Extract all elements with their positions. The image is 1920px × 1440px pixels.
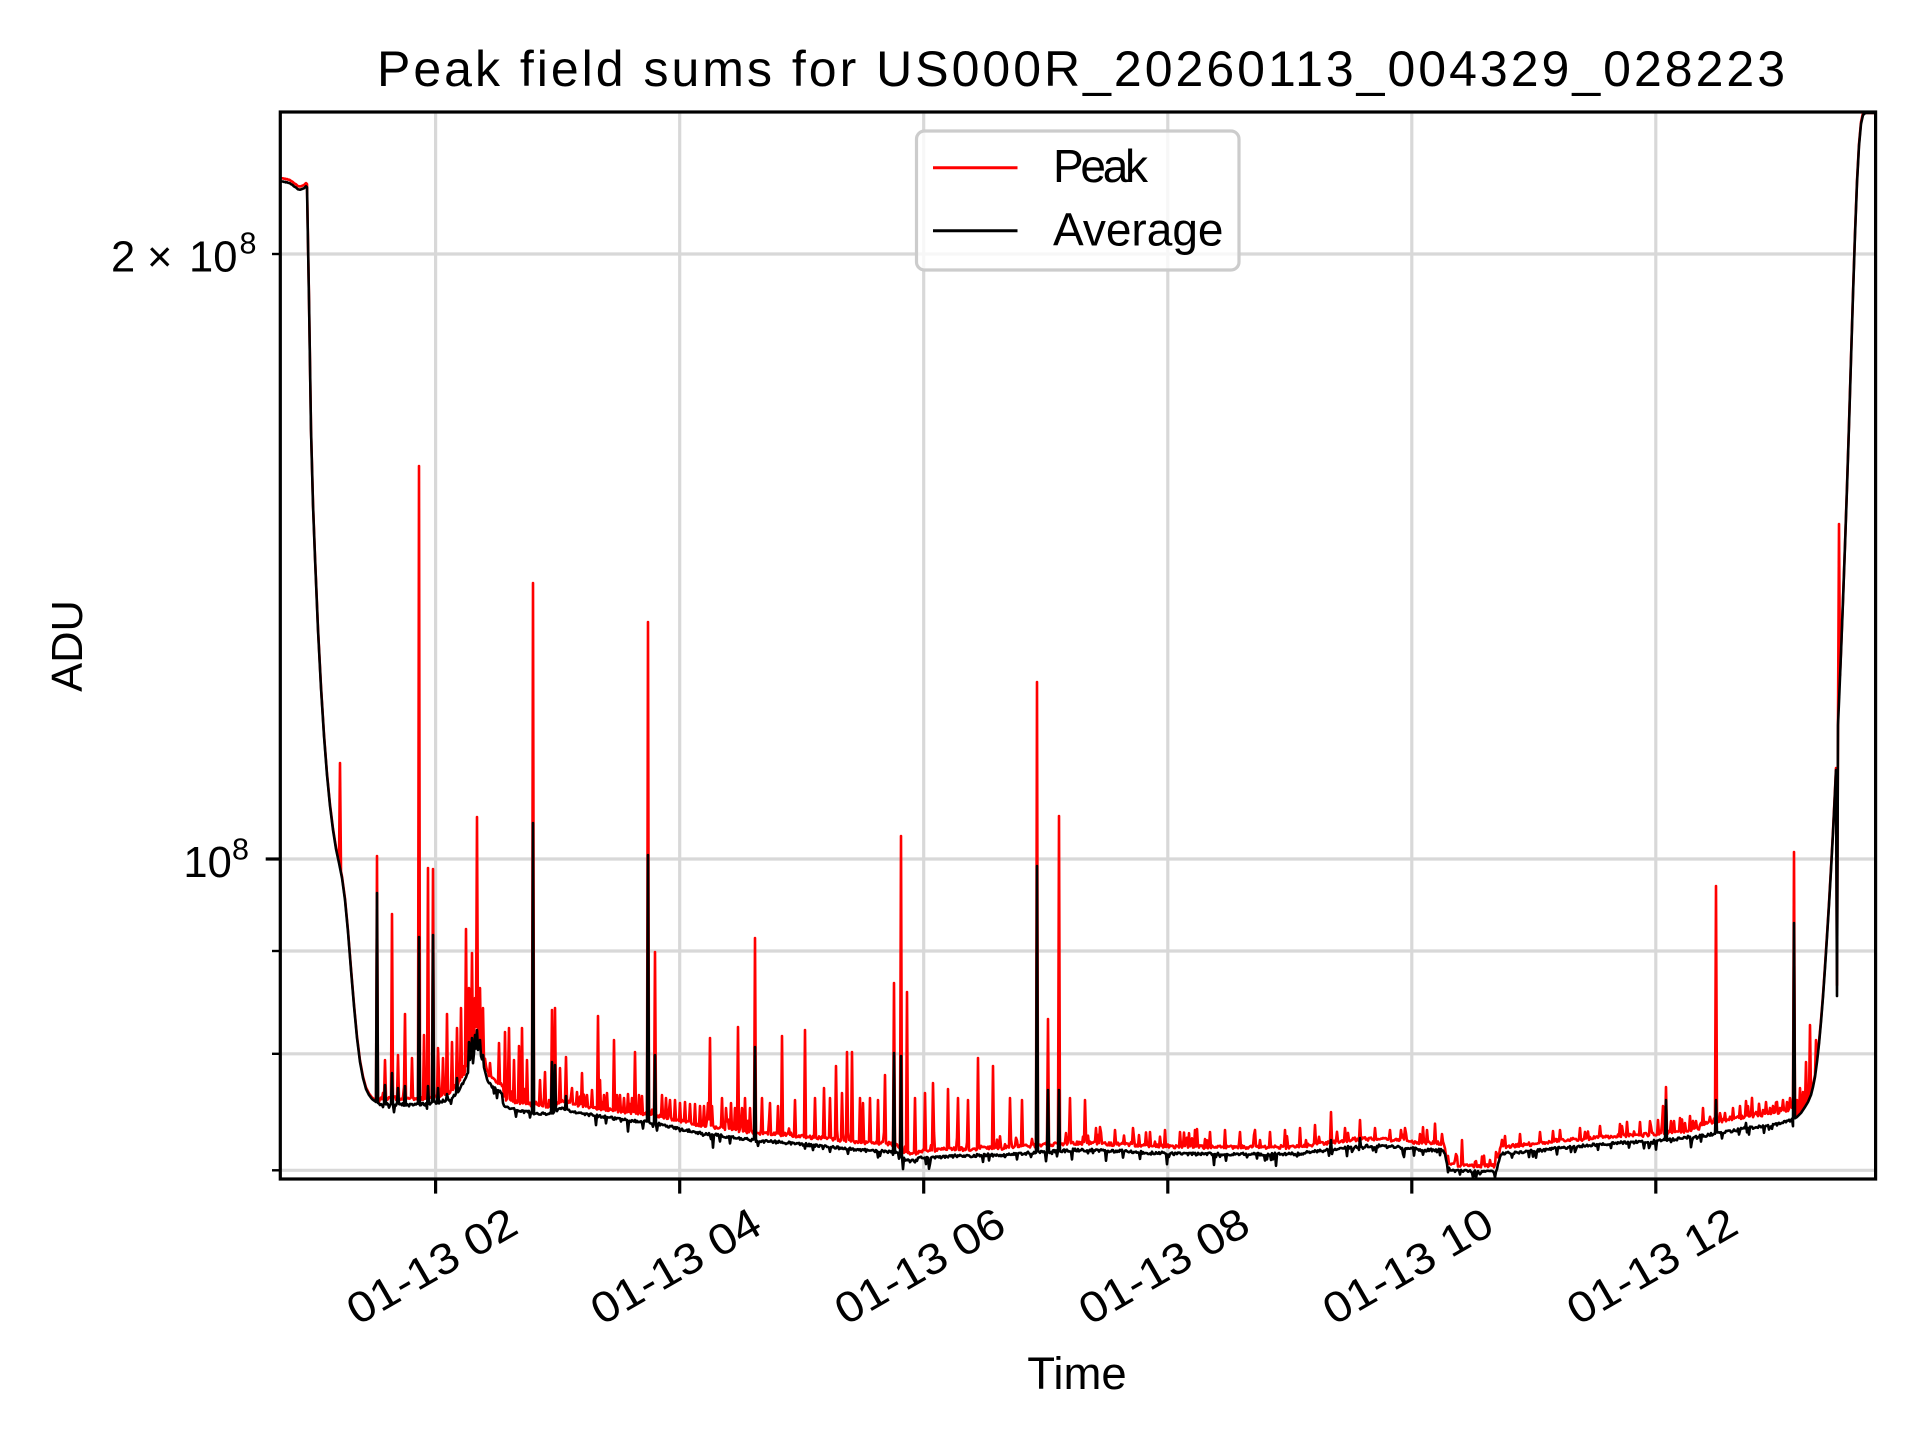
svg-text:10: 10 [189, 233, 237, 281]
svg-text:2: 2 [111, 233, 135, 281]
svg-text:ADU: ADU [44, 600, 92, 692]
svg-text:×: × [147, 233, 172, 281]
svg-text:Peak: Peak [1053, 140, 1149, 192]
svg-text:8: 8 [240, 226, 257, 260]
svg-text:Time: Time [1027, 1348, 1126, 1399]
svg-text:10: 10 [183, 839, 231, 887]
svg-text:Average: Average [1053, 204, 1224, 256]
svg-text:8: 8 [232, 832, 249, 866]
